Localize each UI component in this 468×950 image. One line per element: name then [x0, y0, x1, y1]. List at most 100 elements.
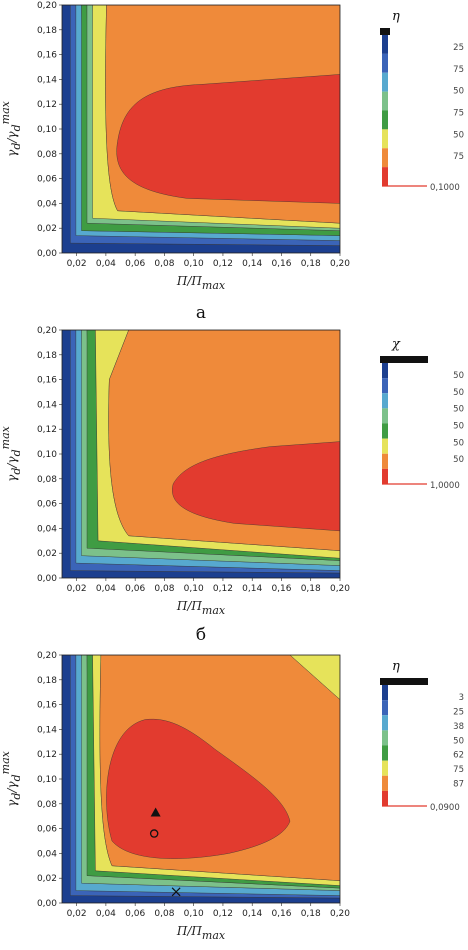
y-tick-label: 0,04 — [37, 849, 57, 859]
x-axis-label: П/Пmax — [176, 274, 226, 292]
legend-value: 3 — [459, 693, 464, 703]
legend-swatch — [382, 715, 388, 731]
contour-level-7 — [116, 74, 340, 204]
marker-triangle — [150, 807, 161, 817]
x-tick-label: 0,02 — [67, 584, 87, 594]
x-axis-label: П/Пmax — [176, 924, 226, 942]
x-tick-label: 0,08 — [154, 909, 174, 919]
y-label-sub: d — [10, 468, 23, 475]
x-tick-label: 0,04 — [96, 909, 116, 919]
legend: η 3 25 38 50 62 75 87 0,0900 — [380, 659, 464, 813]
panel-label: а — [196, 303, 206, 323]
y-tick-label: 0,04 — [37, 524, 57, 534]
y-axis-label: γd/γdmax — [0, 750, 23, 806]
x-axis-label-sub: max — [202, 604, 226, 617]
legend-value: 50 — [453, 455, 464, 465]
y-tick-label: 0,18 — [37, 676, 57, 686]
x-tick-label: 0,08 — [154, 259, 174, 269]
x-tick-label: 0,08 — [154, 584, 174, 594]
y-tick-label: 0,14 — [37, 75, 57, 85]
panel-2: 0,02 0,04 0,06 0,08 0,10 0,12 0,14 0,16 0,18 0,20… — [0, 326, 464, 645]
y-tick-label: 0,14 — [37, 725, 57, 735]
y-tick-label: 0,10 — [37, 125, 57, 135]
x-tick-label: 0,18 — [301, 584, 321, 594]
legend-value: 50 — [453, 130, 464, 140]
legend-swatch — [382, 35, 388, 54]
legend-top-bar — [380, 356, 428, 363]
x-tick-label: 0,14 — [242, 584, 262, 594]
y-label-mid: /γ — [5, 131, 19, 144]
y-tick-label: 0,08 — [37, 150, 57, 160]
y-label-sub: d — [10, 143, 23, 150]
legend-value: 50 — [453, 388, 464, 398]
panel-3: 0,02 0,04 0,06 0,08 0,10 0,12 0,14 0,16 0,18 0,20… — [0, 651, 464, 942]
legend-title: χ — [391, 337, 401, 352]
legend-value: 1,0000 — [430, 481, 460, 491]
legend-swatch — [382, 760, 388, 776]
x-tick-label: 0,18 — [301, 259, 321, 269]
legend-swatch — [382, 53, 388, 73]
legend-swatch — [382, 72, 388, 92]
y-tick-label: 0,12 — [37, 750, 57, 760]
x-tick-label: 0,10 — [184, 909, 204, 919]
y-tick-label: 0,02 — [37, 549, 57, 559]
x-tick-label: 0,20 — [330, 259, 350, 269]
y-tick-label: 0,12 — [37, 100, 57, 110]
legend-swatch — [382, 730, 388, 746]
legend-swatch — [382, 685, 388, 701]
y-tick-label: 0,20 — [37, 326, 57, 336]
x-tick-label: 0,14 — [242, 909, 262, 919]
x-tick-label: 0,16 — [271, 909, 291, 919]
legend-value: 25 — [453, 43, 464, 53]
x-tick-label: 0,20 — [330, 909, 350, 919]
legend-value: 50 — [453, 438, 464, 448]
y-tick-label: 0,16 — [37, 376, 57, 386]
legend-value: 75 — [453, 109, 464, 119]
y-tick-label: 0,20 — [37, 1, 57, 11]
x-tick-label: 0,12 — [213, 259, 233, 269]
legend-value: 75 — [453, 765, 464, 775]
x-axis-label-sub: max — [202, 279, 226, 292]
legend-swatch — [382, 363, 388, 379]
y-tick-label: 0,00 — [37, 574, 57, 584]
panel-label: б — [196, 625, 206, 645]
y-tick-label: 0,18 — [37, 351, 57, 361]
y-tick-label: 0,10 — [37, 775, 57, 785]
legend-title: η — [392, 659, 400, 674]
marker-cross — [171, 887, 181, 897]
x-axis-label-sub: max — [202, 929, 226, 942]
y-label-sup: max — [0, 100, 12, 124]
y-tick-label: 0,18 — [37, 26, 57, 36]
legend-swatch — [382, 775, 388, 791]
legend-value: 50 — [453, 405, 464, 415]
legend-swatch — [382, 745, 388, 761]
x-tick-label: 0,14 — [242, 259, 262, 269]
y-tick-label: 0,08 — [37, 475, 57, 485]
legend-value: 75 — [453, 65, 464, 75]
y-tick-label: 0,06 — [37, 825, 57, 835]
legend-value: 62 — [453, 751, 464, 761]
x-tick-label: 0,16 — [271, 259, 291, 269]
legend-title: η — [392, 9, 400, 24]
x-tick-label: 0,10 — [184, 259, 204, 269]
legend-swatch — [382, 393, 388, 409]
y-tick-label: 0,02 — [37, 874, 57, 884]
y-tick-label: 0,02 — [37, 224, 57, 234]
y-tick-label: 0,08 — [37, 800, 57, 810]
x-tick-label: 0,12 — [213, 584, 233, 594]
x-tick-label: 0,20 — [330, 584, 350, 594]
legend-value: 0,1000 — [430, 183, 460, 193]
y-label-sup: max — [0, 425, 12, 449]
contour-level-7 — [289, 655, 340, 700]
x-tick-label: 0,02 — [67, 259, 87, 269]
legend-value: 50 — [453, 736, 464, 746]
legend-value: 75 — [453, 152, 464, 162]
panel-1: 0,02 0,04 0,06 0,08 0,10 0,12 0,14 0,16 0,18 0,20… — [0, 1, 464, 323]
legend-swatch — [382, 468, 388, 484]
y-tick-label: 0,20 — [37, 651, 57, 661]
legend-value: 50 — [453, 371, 464, 381]
legend-swatch — [382, 110, 388, 130]
legend-value: 50 — [453, 87, 464, 97]
y-tick-label: 0,00 — [37, 899, 57, 909]
